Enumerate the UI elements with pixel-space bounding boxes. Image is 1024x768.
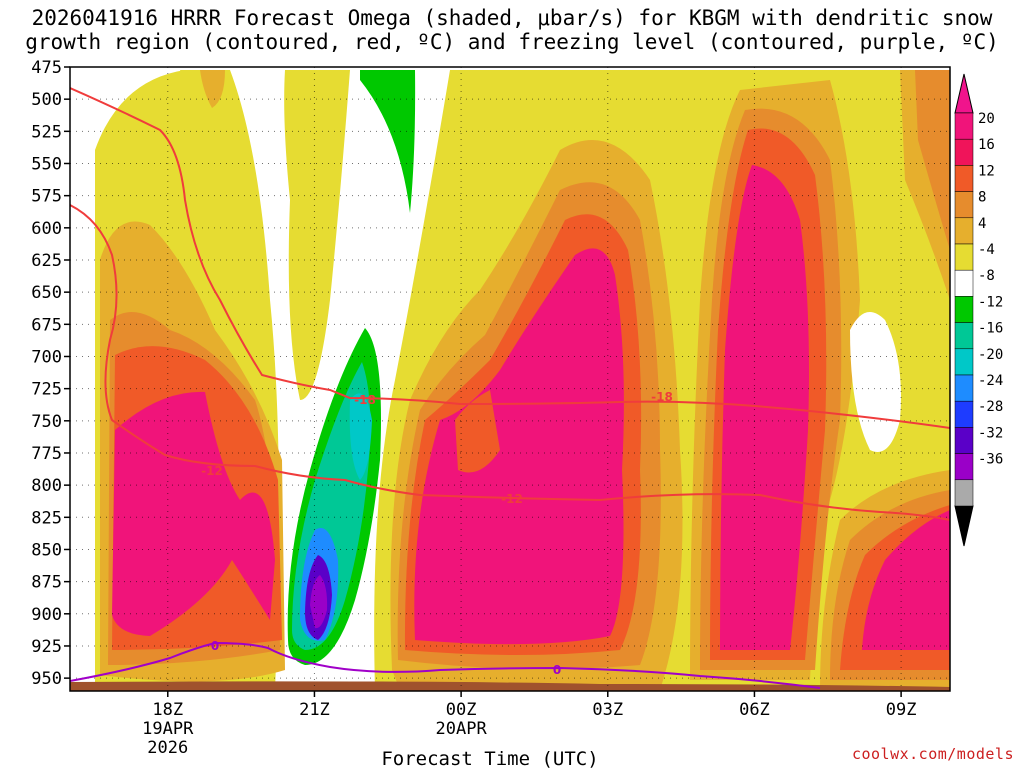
- omega-region-6: [200, 70, 225, 108]
- y-tick-label-650: 650: [31, 283, 62, 303]
- omega-region-4: [112, 391, 275, 636]
- contour-label-4: 0: [211, 639, 219, 653]
- colorbar-swatch-5: [954, 243, 974, 271]
- contour-label-5: 0: [553, 663, 561, 677]
- y-tick-label-800: 800: [31, 476, 62, 496]
- contour-label-2: -12: [201, 464, 223, 478]
- contour-0: [70, 641, 821, 689]
- omega-region-32: [70, 681, 950, 691]
- y-tick-label-500: 500: [31, 90, 62, 110]
- y-tick-label-750: 750: [31, 412, 62, 432]
- colorbar-label--16: -16: [978, 321, 1003, 337]
- y-tick-label-550: 550: [31, 154, 62, 174]
- y-tick-label-925: 925: [31, 637, 62, 657]
- watermark: coolwx.com/models: [851, 745, 1014, 763]
- y-tick-label-775: 775: [31, 444, 62, 464]
- y-tick-label-950: 950: [31, 669, 62, 689]
- colorbar-label--12: -12: [978, 294, 1003, 310]
- colorbar-label-16: 16: [978, 137, 995, 153]
- y-tick-label-475: 475: [31, 58, 62, 78]
- y-tick-label-600: 600: [31, 219, 62, 239]
- colorbar-swatch-7: [954, 296, 974, 323]
- y-tick-label-725: 725: [31, 380, 62, 400]
- x-tick-date-00Z: 20APR: [436, 719, 488, 739]
- omega-region-23: [862, 510, 950, 650]
- chart-title: 2026041916 HRRR Forecast Omega (shaded, …: [0, 6, 1024, 54]
- colorbar-swatch-10: [954, 374, 974, 402]
- x-axis-label: Forecast Time (UTC): [381, 748, 598, 768]
- y-tick-label-700: 700: [31, 347, 62, 367]
- contours: -18 -18 -12 -12 0 0: [70, 87, 950, 689]
- colorbar-label--24: -24: [978, 373, 1003, 389]
- colorbar-bottom-arrow: [954, 505, 974, 547]
- contour-label-0: -18: [354, 393, 376, 407]
- y-tick-label-625: 625: [31, 251, 62, 271]
- colorbar-swatch-3: [954, 191, 974, 219]
- colorbar-label--36: -36: [978, 452, 1003, 468]
- colorbar: 20 16 12 8 4 -4 -8 -12 -16 -20 -24 -28 -32 -36: [954, 73, 1003, 547]
- y-tick-label-875: 875: [31, 573, 62, 593]
- omega-region-31: [360, 70, 416, 213]
- x-tick-year-18Z: 2026: [147, 738, 188, 758]
- y-tick-label-675: 675: [31, 315, 62, 335]
- omega-region-30: [310, 575, 328, 629]
- y-tick-label-900: 900: [31, 605, 62, 625]
- y-tick-label-525: 525: [31, 122, 62, 142]
- contour-label-3: -12: [501, 492, 523, 506]
- omega-shading: [70, 67, 950, 691]
- omega-region-13: [455, 390, 500, 473]
- y-tick-label-575: 575: [31, 187, 62, 207]
- colorbar-label-8: 8: [978, 190, 986, 206]
- colorbar-top-arrow: [954, 73, 974, 114]
- omega-region-12: [414, 248, 624, 645]
- colorbar-swatch-14: [954, 479, 974, 507]
- omega-region-7: [284, 70, 350, 400]
- colorbar-swatch-4: [954, 217, 974, 245]
- x-tick-label-00Z: 00Z: [446, 700, 477, 720]
- colorbar-swatch-9: [954, 348, 974, 376]
- colorbar-label--4: -4: [978, 242, 995, 258]
- contour-minus12: [70, 204, 950, 521]
- colorbar-swatch-1: [954, 138, 974, 166]
- colorbar-swatch-6: [954, 269, 974, 297]
- colorbar-swatch-12: [954, 427, 974, 454]
- x-tick-label-09Z: 09Z: [886, 700, 917, 720]
- chart-title-line2: growth region (contoured, red, ºC) and f…: [25, 30, 999, 54]
- colorbar-label-4: 4: [978, 216, 986, 232]
- x-tick-label-18Z: 18Z: [152, 700, 183, 720]
- omega-region-19: [915, 70, 950, 250]
- x-tick-label-03Z: 03Z: [592, 700, 623, 720]
- colorbar-swatch-8: [954, 322, 974, 350]
- omega-region-27: [349, 393, 372, 480]
- x-tick-date-18Z: 19APR: [142, 719, 194, 739]
- colorbar-label-20: 20: [978, 111, 995, 127]
- axes: 475 500 525 550 575 600 625 650 675 700 725 750 775 8…: [31, 58, 951, 768]
- colorbar-label--28: -28: [978, 399, 1003, 415]
- contour-label-1: -18: [651, 390, 673, 404]
- x-tick-label-21Z: 21Z: [299, 700, 330, 720]
- colorbar-swatch-13: [954, 453, 974, 481]
- colorbar-label--32: -32: [978, 425, 1003, 441]
- x-tick-label-06Z: 06Z: [739, 700, 770, 720]
- colorbar-label--20: -20: [978, 347, 1003, 363]
- colorbar-swatch-0: [954, 112, 974, 140]
- colorbar-swatch-2: [954, 165, 974, 192]
- y-tick-label-850: 850: [31, 540, 62, 560]
- y-tick-label-825: 825: [31, 508, 62, 528]
- gridlines: [70, 66, 950, 691]
- colorbar-swatch-11: [954, 400, 974, 428]
- colorbar-label-12: 12: [978, 163, 995, 179]
- chart-title-line1: 2026041916 HRRR Forecast Omega (shaded, …: [31, 6, 993, 30]
- colorbar-label--8: -8: [978, 268, 995, 284]
- contour-minus18: [70, 87, 950, 429]
- plot-frame: [69, 66, 951, 692]
